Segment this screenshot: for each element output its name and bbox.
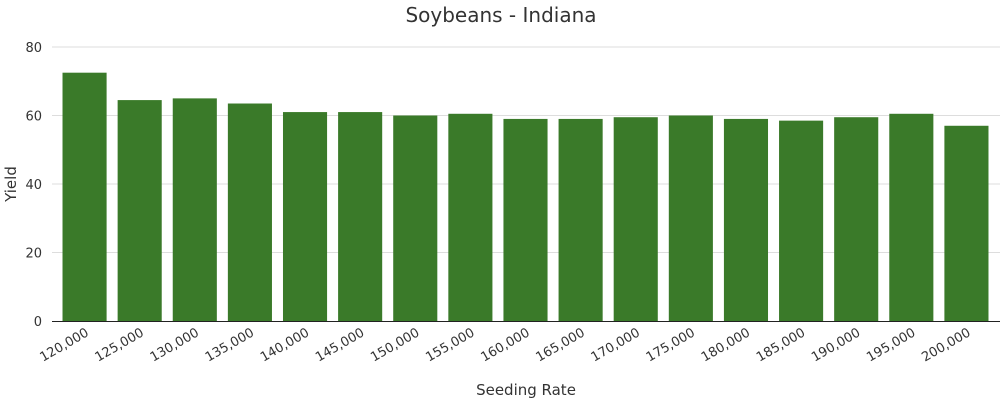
x-tick-label: 190,000 bbox=[809, 325, 863, 365]
bar bbox=[503, 118, 548, 321]
x-tick-label: 165,000 bbox=[534, 325, 588, 365]
bar bbox=[448, 113, 493, 321]
y-tick-label: 40 bbox=[25, 178, 42, 193]
bar bbox=[227, 103, 272, 321]
bar bbox=[944, 125, 989, 322]
x-tick-label: 160,000 bbox=[478, 325, 532, 365]
x-tick-label: 135,000 bbox=[203, 325, 257, 365]
x-tick-label: 120,000 bbox=[37, 325, 91, 365]
x-tick-label: 150,000 bbox=[368, 325, 422, 365]
bars bbox=[62, 72, 989, 322]
bar bbox=[558, 118, 603, 321]
x-tick-label: 170,000 bbox=[589, 325, 643, 365]
bar bbox=[889, 113, 934, 321]
bar bbox=[393, 115, 438, 321]
x-tick-labels: 120,000 125,000 130,000 135,000 140,000 145,0… bbox=[37, 325, 973, 365]
y-tick-label: 80 bbox=[25, 41, 42, 56]
x-tick-label: 130,000 bbox=[148, 325, 202, 365]
bar bbox=[117, 100, 162, 322]
x-tick-label: 180,000 bbox=[699, 325, 753, 365]
x-tick-label: 145,000 bbox=[313, 325, 367, 365]
bar bbox=[779, 120, 824, 321]
x-tick-label: 155,000 bbox=[423, 325, 477, 365]
y-axis-label: Yield bbox=[2, 166, 20, 203]
bar bbox=[62, 72, 107, 321]
y-tick-label: 60 bbox=[25, 110, 42, 125]
x-tick-label: 175,000 bbox=[644, 325, 698, 365]
x-axis-label: Seeding Rate bbox=[476, 381, 576, 399]
x-tick-label: 125,000 bbox=[93, 325, 147, 365]
y-tick-labels: 0 20 40 60 80 bbox=[25, 41, 42, 330]
y-tick-label: 20 bbox=[25, 247, 42, 262]
chart-title: Soybeans - Indiana bbox=[405, 3, 596, 27]
y-tick-label: 0 bbox=[34, 315, 42, 330]
x-tick-label: 140,000 bbox=[258, 325, 312, 365]
bar bbox=[668, 115, 713, 321]
x-tick-label: 195,000 bbox=[864, 325, 918, 365]
bar bbox=[338, 112, 383, 321]
bar bbox=[282, 112, 328, 321]
bar bbox=[723, 118, 769, 321]
bar bbox=[613, 117, 658, 322]
bar bbox=[834, 117, 879, 322]
x-tick-label: 200,000 bbox=[919, 325, 973, 365]
x-tick-label: 185,000 bbox=[754, 325, 808, 365]
bar bbox=[172, 98, 217, 321]
